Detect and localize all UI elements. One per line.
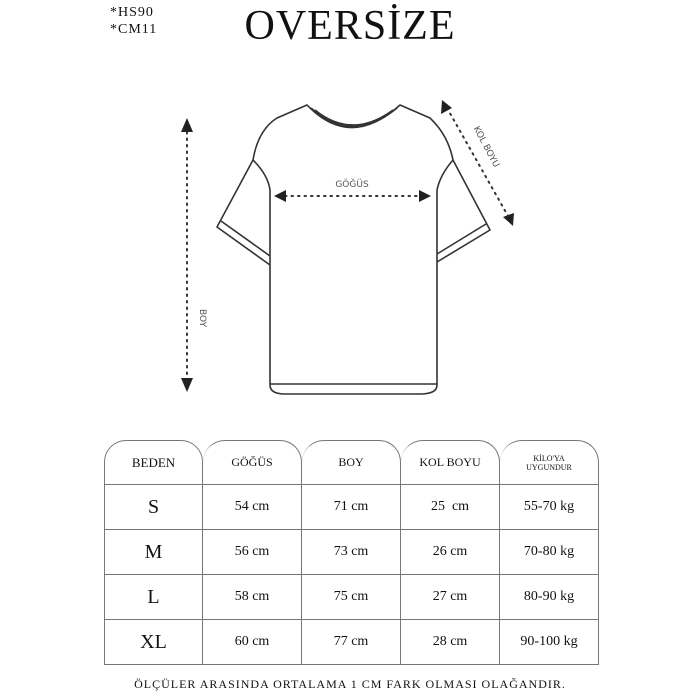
length-cell: 73 cm [302, 530, 401, 575]
length-cell: 71 cm [302, 485, 401, 530]
collar-inner [314, 109, 394, 126]
sleeve-cell: 27 cm [401, 575, 500, 620]
size-cell: XL [104, 620, 203, 665]
size-cell: L [104, 575, 203, 620]
page-title: OVERSİZE [244, 3, 456, 49]
header-weight: KİLO'YA UYGUNDUR [500, 440, 599, 485]
weight-cell: 80-90 kg [500, 575, 599, 620]
product-code: *CM11 [110, 22, 158, 37]
tshirt-outline [216, 104, 491, 395]
length-cell: 77 cm [302, 620, 401, 665]
header-size: BEDEN [104, 440, 203, 485]
product-code: *HS90 [110, 5, 154, 20]
sleeve-measure-line [446, 107, 509, 217]
sleeve-cell: 28 cm [401, 620, 500, 665]
tshirt-diagram: GÖĞÜS BOY KOL BOYU [181, 100, 514, 395]
header-length: BOY [302, 440, 401, 485]
arrow-left-icon [274, 190, 286, 202]
length-cell: 75 cm [302, 575, 401, 620]
arrow-up-left-icon [441, 100, 452, 114]
arrow-right-icon [419, 190, 431, 202]
sleeve-cell: 25 cm [401, 485, 500, 530]
table-row: S 54 cm 71 cm 25 cm 55-70 kg [104, 485, 599, 530]
size-table: BEDEN GÖĞÜS BOY KOL BOYU KİLO'YA UYGUNDU… [104, 440, 599, 665]
size-cell: S [104, 485, 203, 530]
weight-cell: 55-70 kg [500, 485, 599, 530]
header-chest: GÖĞÜS [203, 440, 302, 485]
weight-cell: 90-100 kg [500, 620, 599, 665]
sleeve-cell: 26 cm [401, 530, 500, 575]
chest-cell: 56 cm [203, 530, 302, 575]
arrow-up-icon [181, 118, 193, 132]
collar-band [310, 107, 398, 128]
arrow-down-icon [181, 378, 193, 392]
arrow-down-right-icon [503, 213, 514, 226]
header-weight-text: KİLO'YA UYGUNDUR [526, 453, 572, 472]
chest-cell: 60 cm [203, 620, 302, 665]
chest-cell: 54 cm [203, 485, 302, 530]
weight-cell: 70-80 kg [500, 530, 599, 575]
left-armhole [252, 159, 271, 265]
table-header-row: BEDEN GÖĞÜS BOY KOL BOYU KİLO'YA UYGUNDU… [104, 440, 599, 485]
size-cell: M [104, 530, 203, 575]
left-cuff [220, 220, 271, 257]
sleeve-label: KOL BOYU [471, 125, 501, 169]
product-codes: *HS90 *CM11 [110, 4, 157, 38]
table-row: XL 60 cm 77 cm 28 cm 90-100 kg [104, 620, 599, 665]
footer-note: ÖLÇÜLER ARASINDA ORTALAMA 1 CM FARK OLMA… [134, 677, 566, 691]
chest-label: GÖĞÜS [335, 178, 369, 190]
right-armhole [436, 159, 454, 262]
right-cuff [436, 223, 487, 255]
table-row: L 58 cm 75 cm 27 cm 80-90 kg [104, 575, 599, 620]
table-row: M 56 cm 73 cm 26 cm 70-80 kg [104, 530, 599, 575]
chest-cell: 58 cm [203, 575, 302, 620]
header-sleeve: KOL BOYU [401, 440, 500, 485]
length-label: BOY [197, 309, 207, 328]
